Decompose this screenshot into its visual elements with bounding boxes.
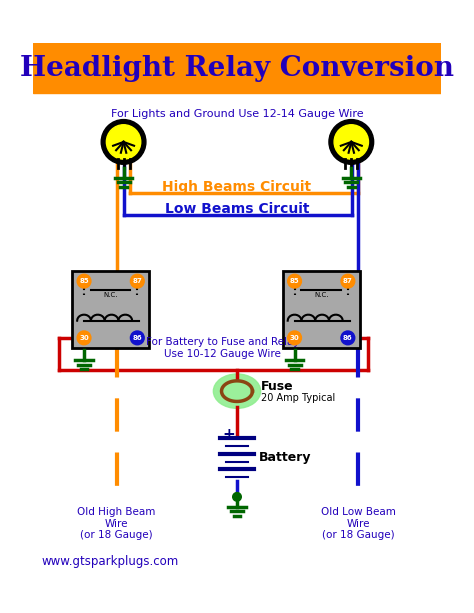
Text: N.C.: N.C. [314, 292, 328, 298]
Text: 85: 85 [290, 278, 300, 284]
Text: 86: 86 [343, 335, 353, 341]
Bar [72, 271, 149, 348]
Text: 20 Amp Typical: 20 Amp Typical [261, 393, 335, 403]
Text: For Battery to Fuse and Relay
Use 10-12 Gauge Wire: For Battery to Fuse and Relay Use 10-12 … [146, 337, 299, 359]
Circle shape [329, 120, 374, 164]
Circle shape [77, 274, 91, 288]
Text: For Lights and Ground Use 12-14 Gauge Wire: For Lights and Ground Use 12-14 Gauge Wi… [111, 110, 363, 120]
Circle shape [233, 493, 241, 501]
Text: 87: 87 [343, 278, 353, 284]
Circle shape [334, 124, 368, 159]
Text: +: + [222, 427, 235, 441]
Text: Headlight Relay Conversion: Headlight Relay Conversion [20, 55, 454, 82]
Circle shape [77, 331, 91, 345]
Text: Battery: Battery [258, 451, 311, 464]
Circle shape [341, 274, 355, 288]
Circle shape [130, 331, 144, 345]
Text: 87: 87 [132, 278, 142, 284]
Text: High Beams Circuit: High Beams Circuit [163, 180, 311, 194]
Text: Low Beams Circuit: Low Beams Circuit [165, 202, 309, 216]
Circle shape [288, 274, 301, 288]
Text: Old Low Beam
Wire
(or 18 Gauge): Old Low Beam Wire (or 18 Gauge) [321, 507, 396, 541]
Text: www.gtsparkplugs.com: www.gtsparkplugs.com [42, 555, 179, 568]
Text: 86: 86 [133, 335, 142, 341]
Circle shape [130, 274, 144, 288]
Bar [33, 43, 441, 93]
Circle shape [288, 331, 301, 345]
Text: 30: 30 [79, 335, 89, 341]
Bar [283, 271, 360, 348]
Circle shape [101, 120, 146, 164]
Circle shape [106, 124, 141, 159]
Circle shape [341, 331, 355, 345]
Text: N.C.: N.C. [103, 292, 118, 298]
Ellipse shape [213, 374, 261, 408]
Text: 30: 30 [290, 335, 300, 341]
Text: Fuse: Fuse [261, 380, 294, 394]
Text: Old High Beam
Wire
(or 18 Gauge): Old High Beam Wire (or 18 Gauge) [77, 507, 156, 541]
Text: 85: 85 [79, 278, 89, 284]
